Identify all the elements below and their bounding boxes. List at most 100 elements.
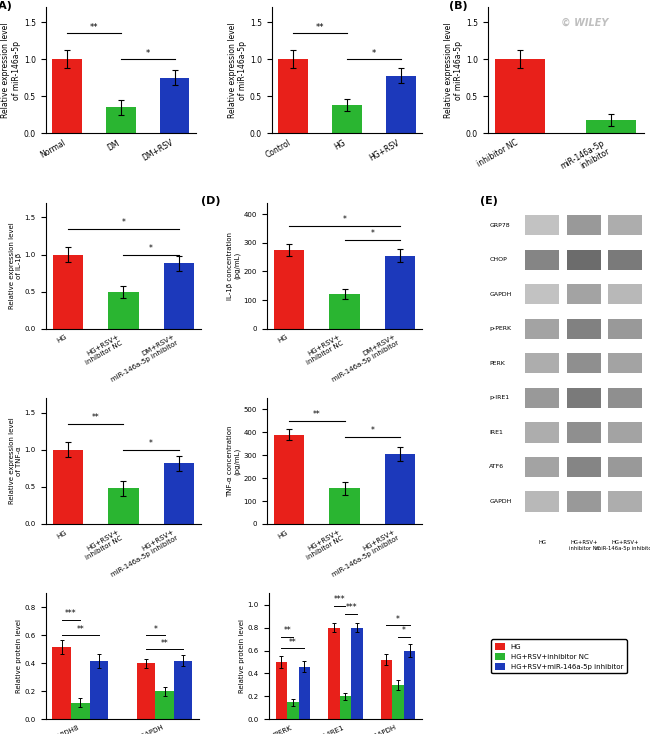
Bar	[53, 450, 83, 524]
Y-axis label: TNF-α concentration
(pg/mL): TNF-α concentration (pg/mL)	[227, 425, 240, 497]
Text: *: *	[146, 48, 150, 58]
Bar	[340, 697, 351, 719]
Text: *: *	[402, 626, 406, 636]
Bar	[106, 107, 136, 134]
Text: GAPDH: GAPDH	[489, 291, 512, 297]
Bar	[108, 488, 138, 524]
FancyBboxPatch shape	[525, 491, 560, 512]
Text: **: **	[316, 23, 324, 32]
Bar	[53, 59, 82, 134]
Bar	[386, 76, 415, 134]
Y-axis label: Relative expression level
of miR-146a-5p: Relative expression level of miR-146a-5p	[1, 23, 21, 118]
Bar	[287, 702, 298, 719]
Text: **: **	[77, 625, 84, 633]
Bar	[53, 255, 83, 329]
Text: (E): (E)	[480, 196, 498, 206]
Text: ***: ***	[334, 595, 346, 604]
Bar	[164, 264, 194, 329]
Bar	[392, 685, 404, 719]
Bar	[385, 454, 415, 524]
Y-axis label: Relative expression level
of miR-146a-5p: Relative expression level of miR-146a-5p	[227, 23, 247, 118]
Y-axis label: Relative expression level
of IL-1β: Relative expression level of IL-1β	[8, 222, 21, 309]
Bar	[332, 105, 362, 134]
Bar	[330, 489, 359, 524]
Bar	[90, 661, 108, 719]
Text: p-IRE1: p-IRE1	[489, 396, 510, 400]
FancyBboxPatch shape	[525, 388, 560, 408]
FancyBboxPatch shape	[608, 457, 642, 477]
FancyBboxPatch shape	[525, 250, 560, 270]
Bar	[108, 291, 138, 329]
Y-axis label: IL-1β concentration
(pg/mL): IL-1β concentration (pg/mL)	[227, 232, 240, 299]
Text: GAPDH: GAPDH	[489, 499, 512, 504]
Bar	[351, 628, 363, 719]
FancyBboxPatch shape	[567, 353, 601, 374]
Bar	[53, 647, 71, 719]
FancyBboxPatch shape	[608, 422, 642, 443]
FancyBboxPatch shape	[567, 215, 601, 236]
Text: *: *	[150, 244, 153, 253]
FancyBboxPatch shape	[567, 491, 601, 512]
FancyBboxPatch shape	[567, 457, 601, 477]
Text: **: **	[161, 639, 168, 648]
Text: **: **	[289, 638, 297, 647]
FancyBboxPatch shape	[567, 250, 601, 270]
FancyBboxPatch shape	[608, 319, 642, 339]
Text: (A): (A)	[0, 1, 12, 11]
Text: **: **	[283, 626, 291, 636]
Y-axis label: Relative expression level
of miR-146a-5p: Relative expression level of miR-146a-5p	[444, 23, 463, 118]
Bar	[274, 250, 304, 329]
Text: **: **	[92, 413, 99, 422]
Text: *: *	[370, 230, 374, 239]
Text: *: *	[150, 440, 153, 448]
Bar	[136, 664, 155, 719]
Text: *: *	[343, 215, 346, 224]
Text: HG+RSV+
miR-146a-5p inhibitor: HG+RSV+ miR-146a-5p inhibitor	[596, 540, 650, 550]
Bar	[330, 294, 359, 329]
Bar	[174, 661, 192, 719]
FancyBboxPatch shape	[608, 284, 642, 305]
Bar	[155, 691, 174, 719]
Bar	[276, 662, 287, 719]
Text: HG: HG	[538, 540, 546, 545]
Text: HG+RSV+
inhibitor NC: HG+RSV+ inhibitor NC	[569, 540, 600, 550]
Text: *: *	[370, 426, 374, 435]
Text: (B): (B)	[449, 1, 467, 11]
Text: *: *	[153, 625, 157, 633]
FancyBboxPatch shape	[608, 250, 642, 270]
Bar	[385, 255, 415, 329]
Bar	[586, 120, 636, 134]
FancyBboxPatch shape	[525, 319, 560, 339]
FancyBboxPatch shape	[525, 353, 560, 374]
Text: p-PERK: p-PERK	[489, 327, 512, 331]
FancyBboxPatch shape	[608, 215, 642, 236]
Y-axis label: Relative protein level: Relative protein level	[16, 619, 21, 694]
FancyBboxPatch shape	[567, 422, 601, 443]
Bar	[274, 435, 304, 524]
FancyBboxPatch shape	[567, 319, 601, 339]
Text: GRP78: GRP78	[489, 222, 510, 228]
Text: ***: ***	[65, 609, 77, 619]
Text: ***: ***	[345, 603, 357, 612]
Text: PERK: PERK	[489, 361, 505, 366]
Bar	[160, 78, 189, 134]
Bar	[298, 666, 310, 719]
FancyBboxPatch shape	[567, 284, 601, 305]
Text: **: **	[90, 23, 98, 32]
FancyBboxPatch shape	[525, 457, 560, 477]
Text: © WILEY: © WILEY	[561, 18, 608, 27]
Text: IRE1: IRE1	[489, 430, 503, 435]
FancyBboxPatch shape	[608, 388, 642, 408]
Bar	[278, 59, 308, 134]
Legend: HG, HG+RSV+inhibitor NC, HG+RSV+miR-146a-5p inhibitor: HG, HG+RSV+inhibitor NC, HG+RSV+miR-146a…	[491, 639, 627, 673]
Text: **: **	[313, 410, 320, 419]
FancyBboxPatch shape	[608, 491, 642, 512]
FancyBboxPatch shape	[525, 422, 560, 443]
Text: *: *	[372, 48, 376, 58]
Bar	[495, 59, 545, 134]
Bar	[381, 660, 392, 719]
Text: *: *	[122, 218, 125, 227]
Text: (D): (D)	[202, 197, 221, 206]
Text: ATF6: ATF6	[489, 465, 504, 470]
FancyBboxPatch shape	[567, 388, 601, 408]
